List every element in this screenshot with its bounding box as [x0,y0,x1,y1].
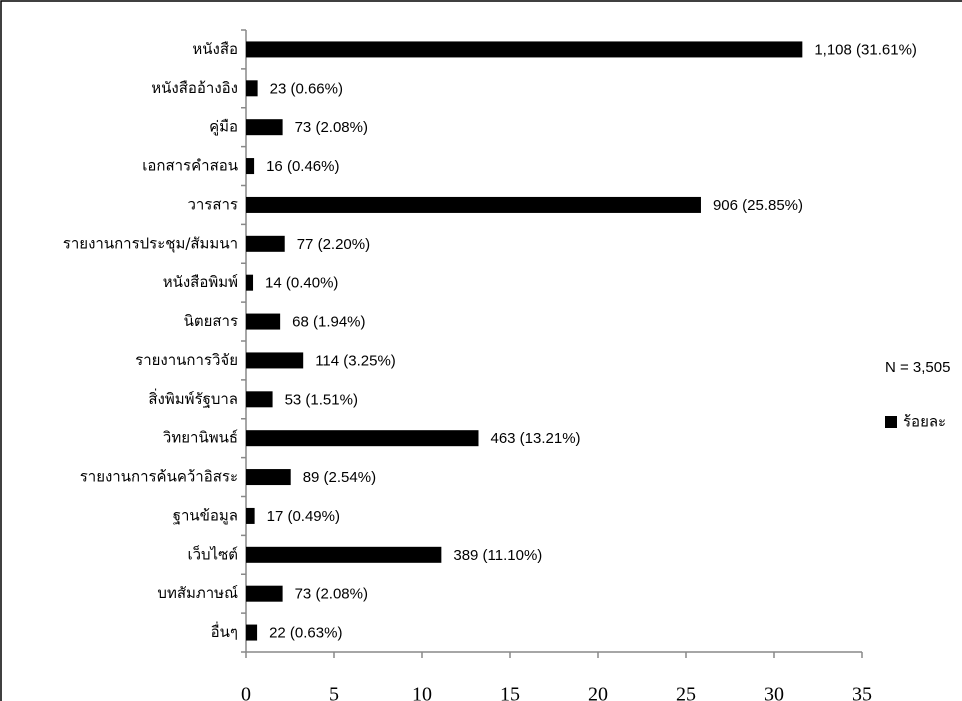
category-label: สิ่งพิมพ์รัฐบาล [148,388,238,408]
value-label: 906 (25.85%) [713,197,803,214]
category-label: ฐานข้อมูล [173,506,238,524]
bar [246,41,803,58]
bar [246,119,283,136]
x-tick-label: 30 [764,684,784,701]
bar [246,274,254,291]
category-label: หนังสือ [192,40,238,58]
value-label: 114 (3.25%) [315,352,396,369]
category-label: รายงานการวิจัย [135,351,238,369]
value-label: 17 (0.49%) [267,508,340,525]
value-label: 77 (2.20%) [297,236,370,253]
bar [246,196,701,213]
category-label: เอกสารคำสอน [142,157,238,175]
x-tick-label: 15 [500,684,520,701]
category-label: เว็บไซต์ [187,544,238,563]
category-label: คู่มือ [209,118,238,136]
value-label: 389 (11.10%) [453,547,542,564]
bar [246,546,442,563]
value-label: 1,108 (31.61%) [814,41,917,58]
category-label: หนังสือพิมพ์ [163,273,238,291]
bar [246,624,258,641]
value-label: 16 (0.46%) [266,158,339,175]
x-tick-label: 20 [588,684,608,701]
x-tick-label: 35 [852,684,872,701]
bar [246,430,479,447]
category-label: รายงานการประชุม/สัมมนา [63,234,238,253]
value-label: 23 (0.66%) [270,80,343,97]
bar [246,352,304,369]
category-label: รายงานการค้นคว้าอิสระ [80,468,238,486]
value-label: 22 (0.63%) [269,625,342,642]
value-label: 68 (1.94%) [292,314,365,331]
value-label: 463 (13.21%) [490,430,580,447]
bar [246,391,273,408]
annotation: N = 3,505 [885,359,950,376]
category-label: วารสาร [187,195,238,213]
bar [246,585,283,602]
bar [246,507,255,524]
legend-swatch [885,416,897,428]
bar [246,158,255,175]
category-label: นิตยสาร [184,312,238,330]
value-label: 53 (1.51%) [285,391,358,408]
bar [246,469,291,486]
legend-label: ร้อยละ [903,413,946,431]
value-label: 73 (2.08%) [295,586,368,603]
value-label: 89 (2.54%) [303,469,376,486]
x-tick-label: 5 [329,684,339,701]
x-tick-label: 10 [412,684,432,701]
category-label: บทสัมภาษณ์ [157,584,238,602]
bar [246,235,285,252]
category-label: อื่นๆ [211,621,238,641]
bar [246,313,281,330]
category-label: วิทยานิพนธ์ [162,429,238,447]
value-label: 14 (0.40%) [265,275,338,292]
category-label: หนังสืออ้างอิง [151,79,238,97]
x-tick-label: 0 [241,684,251,701]
x-tick-label: 25 [676,684,696,701]
bar [246,80,258,97]
value-label: 73 (2.08%) [295,119,368,136]
